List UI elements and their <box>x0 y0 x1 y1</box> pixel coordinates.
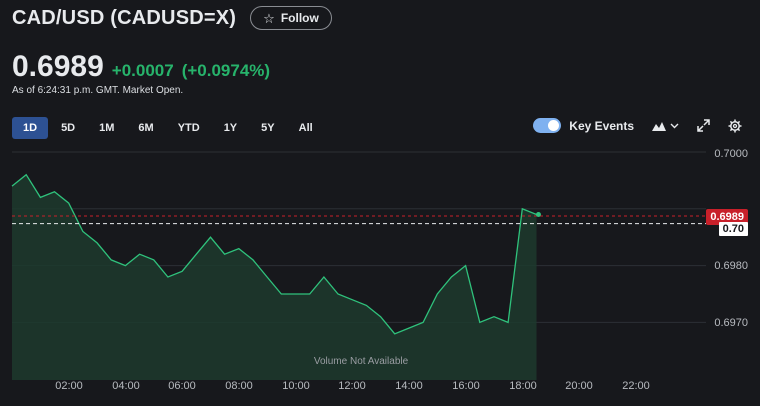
follow-label: Follow <box>280 11 319 25</box>
x-tick-label: 02:00 <box>55 380 83 392</box>
y-tick-label: 0.6970 <box>714 317 748 329</box>
x-tick-label: 12:00 <box>338 380 366 392</box>
x-tick-label: 04:00 <box>112 380 140 392</box>
toggle-switch[interactable] <box>533 118 562 133</box>
mountain-chart-icon <box>652 121 666 131</box>
range-tab-1m[interactable]: 1M <box>99 122 115 134</box>
y-tick-label: 0.6980 <box>714 260 748 272</box>
expand-button[interactable] <box>697 119 710 132</box>
range-tab-1y[interactable]: 1Y <box>223 122 238 134</box>
range-tab-6m[interactable]: 6M <box>138 122 154 134</box>
star-icon: ☆ <box>263 10 275 26</box>
price-line <box>11 173 537 335</box>
settings-button[interactable] <box>728 119 742 133</box>
quote-timestamp: As of 6:24:31 p.m. GMT. Market Open. <box>12 85 184 96</box>
quote-row: 0.6989 +0.0007 (+0.0974%) <box>12 50 270 84</box>
current-price-badge: 0.6989 <box>706 209 748 225</box>
volume-note: Volume Not Available <box>313 356 409 367</box>
previous-close-badge: 0.70 <box>718 222 748 236</box>
x-tick-label: 10:00 <box>282 380 310 392</box>
chart-type-dropdown[interactable] <box>652 121 679 131</box>
x-tick-label: 18:00 <box>509 380 537 392</box>
last-price-dot <box>535 211 541 217</box>
chevron-down-icon <box>670 123 679 128</box>
x-tick-label: 08:00 <box>225 380 253 392</box>
price-chart[interactable] <box>0 145 760 380</box>
range-tab-all[interactable]: All <box>298 122 313 134</box>
expand-icon <box>697 119 710 132</box>
gear-icon <box>728 119 742 132</box>
chart-tools: Key Events <box>533 118 742 133</box>
key-events-label: Key Events <box>569 118 634 133</box>
x-tick-label: 20:00 <box>565 380 593 392</box>
price-change: +0.0007 <box>111 61 174 80</box>
range-tabs: 1D 5D 1M 6M YTD 1Y 5Y All <box>12 117 324 139</box>
range-tab-5d[interactable]: 5D <box>61 122 76 134</box>
range-tab-5y[interactable]: 5Y <box>261 122 275 134</box>
page-title: CAD/USD (CADUSD=X) <box>12 6 237 29</box>
x-tick-label: 06:00 <box>168 380 196 392</box>
x-tick-label: 16:00 <box>452 380 480 392</box>
x-tick-label: 14:00 <box>395 380 423 392</box>
x-tick-label: 22:00 <box>622 380 650 392</box>
key-events-toggle[interactable]: Key Events <box>533 118 634 133</box>
range-tab-ytd[interactable]: YTD <box>177 122 200 134</box>
follow-button[interactable]: ☆ Follow <box>250 6 332 30</box>
current-price: 0.6989 <box>12 50 104 83</box>
price-change-percent: (+0.0974%) <box>181 61 271 80</box>
price-area-fill <box>12 174 537 380</box>
range-tab-1d[interactable]: 1D <box>12 117 49 139</box>
y-tick-label: 0.7000 <box>714 148 748 160</box>
header: CAD/USD (CADUSD=X) ☆ Follow <box>12 6 332 30</box>
